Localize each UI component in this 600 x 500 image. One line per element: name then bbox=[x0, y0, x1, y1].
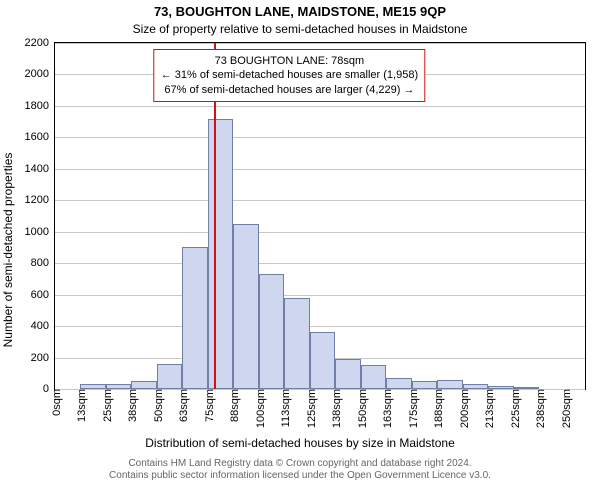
y-axis-label: Number of semi-detached properties bbox=[1, 153, 15, 348]
histogram-bar bbox=[335, 359, 360, 389]
y-tick-label: 2000 bbox=[25, 68, 55, 80]
histogram-bar bbox=[386, 378, 411, 389]
chart-title-main: 73, BOUGHTON LANE, MAIDSTONE, ME15 9QP bbox=[0, 4, 600, 19]
y-tick-label: 400 bbox=[31, 320, 55, 332]
y-tick-label: 1200 bbox=[25, 194, 55, 206]
histogram-bar bbox=[463, 384, 488, 389]
histogram-bar bbox=[259, 274, 284, 389]
gridline-h bbox=[55, 43, 585, 44]
gridline-h bbox=[55, 326, 585, 327]
histogram-bar bbox=[412, 381, 437, 389]
annotation-line-1: 73 BOUGHTON LANE: 78sqm bbox=[161, 54, 418, 68]
y-tick-label: 800 bbox=[31, 257, 55, 269]
x-tick-label: 88sqm bbox=[225, 389, 241, 422]
gridline-h bbox=[55, 169, 585, 170]
histogram-bar bbox=[106, 384, 131, 390]
y-tick-label: 200 bbox=[31, 352, 55, 364]
gridline-h bbox=[55, 137, 585, 138]
x-tick-label: 250sqm bbox=[557, 389, 573, 428]
x-tick-label: 163sqm bbox=[378, 389, 394, 428]
gridline-h bbox=[55, 263, 585, 264]
histogram-bar bbox=[131, 381, 156, 389]
y-tick-label: 1000 bbox=[25, 226, 55, 238]
x-tick-label: 175sqm bbox=[404, 389, 420, 428]
x-tick-label: 225sqm bbox=[506, 389, 522, 428]
y-tick-label: 1600 bbox=[25, 131, 55, 143]
histogram-bar bbox=[208, 119, 233, 390]
annotation-line-2: ← 31% of semi-detached houses are smalle… bbox=[161, 68, 418, 82]
histogram-bar bbox=[437, 380, 462, 389]
chart-page: 73, BOUGHTON LANE, MAIDSTONE, ME15 9QP S… bbox=[0, 0, 600, 500]
footnote-line-1: Contains HM Land Registry data © Crown c… bbox=[0, 458, 600, 470]
histogram-bar bbox=[80, 384, 105, 389]
x-tick-label: 63sqm bbox=[174, 389, 190, 422]
annotation-box: 73 BOUGHTON LANE: 78sqm← 31% of semi-det… bbox=[154, 49, 425, 102]
x-tick-label: 25sqm bbox=[98, 389, 114, 422]
histogram-bar bbox=[361, 365, 386, 389]
x-tick-label: 50sqm bbox=[149, 389, 165, 422]
histogram-bar bbox=[488, 386, 513, 389]
y-tick-label: 1400 bbox=[25, 163, 55, 175]
histogram-bar bbox=[514, 387, 539, 389]
y-tick-label: 600 bbox=[31, 289, 55, 301]
x-tick-label: 113sqm bbox=[276, 389, 292, 427]
y-tick-label: 1800 bbox=[25, 100, 55, 112]
x-tick-label: 100sqm bbox=[251, 389, 267, 428]
chart-title-sub: Size of property relative to semi-detach… bbox=[0, 22, 600, 36]
x-tick-label: 75sqm bbox=[200, 389, 216, 422]
x-tick-label: 0sqm bbox=[47, 389, 63, 416]
y-tick-label: 2200 bbox=[25, 37, 55, 49]
gridline-h bbox=[55, 232, 585, 233]
annotation-line-3: 67% of semi-detached houses are larger (… bbox=[161, 83, 418, 97]
x-tick-label: 38sqm bbox=[123, 389, 139, 422]
gridline-h bbox=[55, 106, 585, 107]
x-tick-label: 238sqm bbox=[531, 389, 547, 428]
x-tick-label: 213sqm bbox=[480, 389, 496, 428]
x-tick-label: 13sqm bbox=[72, 389, 88, 422]
chart-footnote: Contains HM Land Registry data © Crown c… bbox=[0, 458, 600, 482]
x-tick-label: 200sqm bbox=[455, 389, 471, 428]
x-axis-label: Distribution of semi-detached houses by … bbox=[0, 436, 600, 450]
footnote-line-2: Contains public sector information licen… bbox=[0, 470, 600, 482]
histogram-bar bbox=[310, 332, 335, 389]
histogram-bar bbox=[233, 224, 258, 389]
x-tick-label: 188sqm bbox=[429, 389, 445, 428]
x-tick-label: 150sqm bbox=[353, 389, 369, 428]
plot-area: 0200400600800100012001400160018002000220… bbox=[54, 42, 586, 390]
x-tick-label: 138sqm bbox=[327, 389, 343, 428]
histogram-bar bbox=[284, 298, 309, 389]
histogram-bar bbox=[157, 364, 182, 389]
x-tick-label: 125sqm bbox=[302, 389, 318, 428]
gridline-h bbox=[55, 200, 585, 201]
histogram-bar bbox=[182, 247, 207, 389]
gridline-h bbox=[55, 295, 585, 296]
